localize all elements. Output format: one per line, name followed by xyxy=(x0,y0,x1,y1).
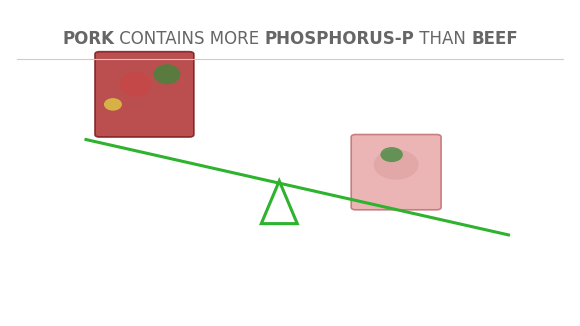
Text: BEEF: BEEF xyxy=(471,30,518,48)
Ellipse shape xyxy=(119,72,151,97)
Text: PORK: PORK xyxy=(62,30,114,48)
Text: THAN: THAN xyxy=(414,30,471,48)
Ellipse shape xyxy=(380,147,403,162)
Ellipse shape xyxy=(104,98,122,111)
Text: CONTAINS MORE: CONTAINS MORE xyxy=(114,30,264,48)
FancyBboxPatch shape xyxy=(351,135,441,210)
Ellipse shape xyxy=(153,64,180,84)
Ellipse shape xyxy=(374,150,419,180)
FancyBboxPatch shape xyxy=(95,52,194,137)
Text: PHOSPHORUS-P: PHOSPHORUS-P xyxy=(264,30,414,48)
